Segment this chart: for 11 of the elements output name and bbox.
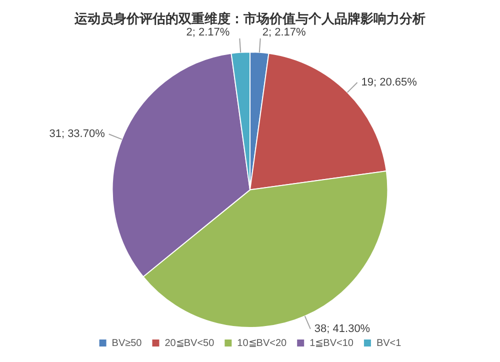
legend-label: BV≥50: [112, 338, 142, 349]
data-label: 31; 33.70%: [49, 128, 106, 140]
data-label: 2; 2.17%: [262, 26, 306, 38]
legend-label: 1≦BV<10: [310, 338, 354, 349]
data-label: 38; 41.30%: [314, 322, 370, 335]
data-label: 2; 2.17%: [186, 26, 230, 38]
legend-label: 10≦BV<20: [237, 338, 288, 349]
chart-title: 运动员身价评估的双重维度：市场价值与个人品牌影响力分析: [74, 11, 426, 28]
legend-label: 20≦BV<50: [164, 338, 215, 349]
legend-label: BV<1: [376, 338, 402, 349]
data-label: 19; 20.65%: [361, 76, 418, 89]
